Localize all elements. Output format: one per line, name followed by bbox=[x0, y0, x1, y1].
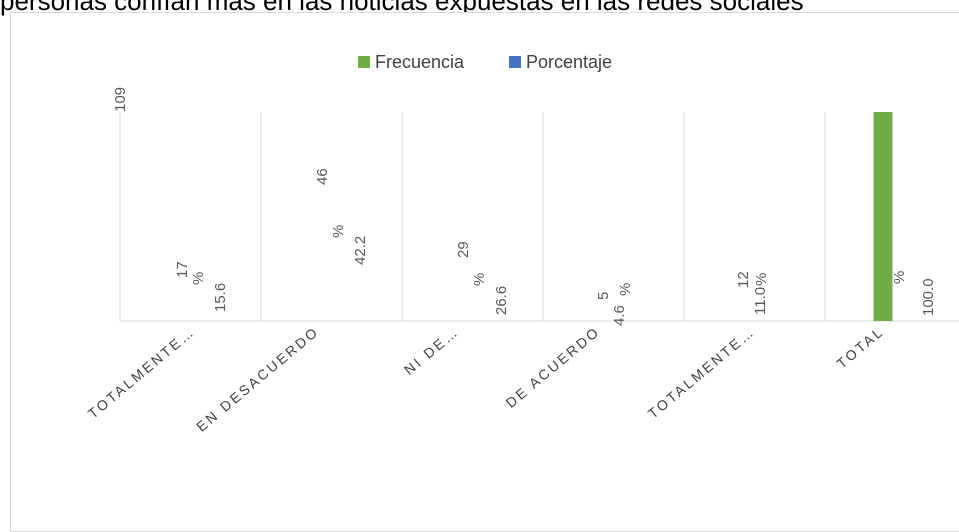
data-label-frecuencia: 46 bbox=[314, 168, 331, 185]
data-label-frecuencia: 5 bbox=[595, 292, 612, 300]
data-label-porcentaje: 26.6 bbox=[493, 286, 510, 315]
category-label: EN DESACUERDO bbox=[193, 323, 322, 435]
bar-frecuencia bbox=[873, 112, 893, 321]
category-label: TOTALMENTE… bbox=[85, 323, 198, 422]
data-label-frecuencia: 109 bbox=[112, 87, 129, 112]
legend-label-frecuencia: Frecuencia bbox=[375, 52, 465, 72]
data-label-porcentaje-symbol: % bbox=[753, 273, 770, 286]
category-label: DE ACUERDO bbox=[503, 323, 603, 411]
legend-label-porcentaje: Porcentaje bbox=[526, 52, 612, 72]
data-label-porcentaje: 100.0 bbox=[920, 278, 937, 316]
bar-chart: Frecuencia Porcentaje 17% 15.6 46% 42.2 29% 26.… bbox=[85, 52, 959, 435]
category-label: NI DE… bbox=[401, 323, 462, 378]
data-label-porcentaje-symbol: % bbox=[617, 283, 634, 296]
data-label-porcentaje-symbol: % bbox=[471, 273, 488, 286]
legend-swatch-frecuencia bbox=[358, 56, 370, 68]
data-label-porcentaje: 15.6 bbox=[212, 283, 229, 312]
legend-swatch-porcentaje bbox=[509, 56, 521, 68]
data-label-porcentaje: 11.0 bbox=[752, 287, 769, 315]
data-label-frecuencia: 29 bbox=[455, 241, 472, 258]
data-label-porcentaje: 4.6 bbox=[611, 305, 628, 326]
data-label-porcentaje-symbol: % bbox=[330, 225, 347, 238]
data-label-frecuencia: 17 bbox=[174, 261, 191, 278]
data-label-frecuencia: 12 bbox=[735, 271, 752, 288]
category-label: TOTAL bbox=[833, 323, 886, 371]
data-label-porcentaje-symbol: % bbox=[190, 272, 207, 285]
category-label: TOTALMENTE… bbox=[645, 323, 758, 422]
data-label-porcentaje: 42.2 bbox=[352, 236, 369, 265]
data-label-porcentaje-symbol: % bbox=[891, 271, 908, 284]
